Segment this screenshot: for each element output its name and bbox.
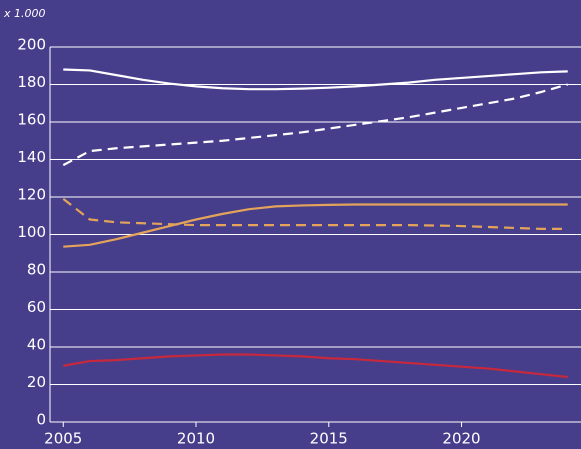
y-tick-label: 140 [17,148,46,166]
x-tick-label: 2020 [442,430,480,448]
series-line [62,83,569,167]
y-tick-label: 40 [27,336,46,354]
series-line [62,198,568,230]
y-tick-label: 20 [27,373,46,391]
x-tick-label: 2015 [310,430,348,448]
y-tick-label: 60 [27,298,46,316]
series-line [63,203,568,248]
y-tick-label: 180 [17,73,46,91]
y-tick-label: 80 [27,261,46,279]
x-tick-label: 2005 [44,430,82,448]
y-unit-label: x 1.000 [3,7,46,20]
series-line [63,353,568,379]
y-tick-label: 200 [17,36,46,54]
y-tick-label: 100 [17,223,46,241]
y-tick-label: 0 [36,411,46,429]
series-line [63,68,568,91]
y-tick-label: 120 [17,186,46,204]
y-tick-label: 160 [17,111,46,129]
x-tick-label: 2010 [177,430,215,448]
